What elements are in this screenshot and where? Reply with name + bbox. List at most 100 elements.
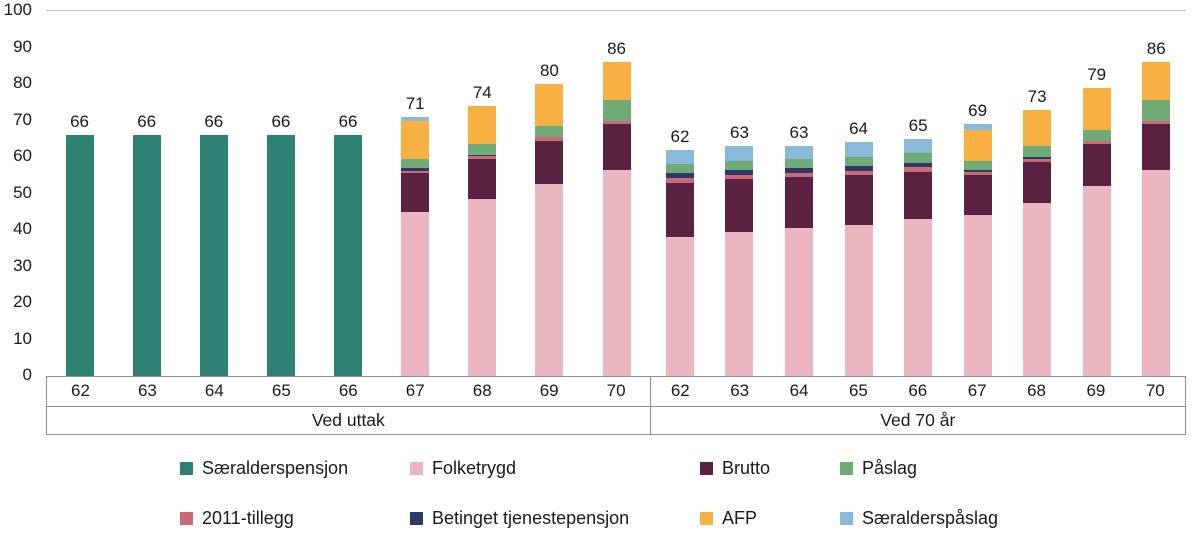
bar-total-label: 63 (789, 123, 809, 143)
bar-total-label: 86 (1146, 39, 1166, 59)
stacked-bar (725, 146, 754, 376)
bar-segment-betinget-tjenestepensjon (963, 169, 992, 172)
bar-segment-påslag (665, 164, 694, 174)
bar-segment-folketrygd (665, 237, 694, 376)
stacked-bar (904, 138, 933, 376)
bar-total-label: 73 (1027, 86, 1047, 106)
legend-label: Særalderspensjon (202, 458, 349, 478)
bar-segment-brutto (535, 140, 564, 185)
legend-item: Særalderspensjon (180, 458, 410, 479)
bar-segment-2011-tillegg (904, 167, 933, 172)
x-axis-label: 65 (848, 381, 868, 400)
legend-item: Betinget tjenestepensjon (410, 508, 700, 529)
bar-segment-afp (468, 105, 497, 145)
bar-segment-folketrygd (785, 228, 814, 376)
legend-label: Brutto (722, 458, 771, 478)
bar-total-label: 79 (1087, 64, 1107, 84)
bar-segment-påslag (963, 160, 992, 170)
bar-segment-2011-tillegg (1082, 140, 1111, 145)
age-label-group: 62 63 64 65 66 67 68 69 70 (649, 377, 1186, 406)
bar-segment-brutto (665, 182, 694, 238)
y-axis-label: 80 (13, 73, 32, 92)
x-axis-label: 68 (1027, 381, 1046, 400)
bar-segment-særalderspåslag (904, 138, 933, 154)
bar-column: 71 (382, 11, 449, 376)
y-axis-label: 40 (13, 219, 32, 238)
stacked-bar (1082, 87, 1111, 376)
x-axis-label: 62 (71, 381, 90, 400)
bar-segment-folketrygd (904, 219, 933, 376)
bar-segment-påslag (904, 153, 933, 163)
stacked-bar (785, 146, 814, 376)
bar-segment-2011-tillegg (401, 170, 430, 174)
bar-total-label: 69 (968, 101, 988, 121)
bar-segment-betinget-tjenestepensjon (1023, 157, 1052, 159)
bar-segment-brutto (725, 178, 754, 232)
y-axis-label: 10 (13, 328, 32, 348)
y-axis-label: 90 (13, 36, 32, 56)
bar-total-label: 71 (405, 93, 425, 113)
bar-segment-afp (401, 120, 430, 159)
x-axis-label: 70 (1145, 381, 1165, 400)
bar-segment-brutto (904, 171, 933, 220)
bar-segment-betinget-tjenestepensjon (401, 167, 430, 171)
bar-segment-brutto (602, 124, 631, 170)
x-axis-label: 65 (271, 381, 291, 400)
stacked-bar (602, 62, 631, 376)
bar-segment-særalderspåslag (401, 116, 430, 121)
x-axis-label: 64 (789, 381, 809, 400)
legend-item: Folketrygd (410, 458, 700, 479)
bar-total-label: 74 (472, 82, 492, 102)
bar-segment-påslag (725, 160, 754, 170)
legend-swatch (700, 462, 713, 475)
legend-label: 2011-tillegg (202, 508, 294, 528)
bar-column: 74 (449, 11, 516, 376)
bar-total-label: 66 (137, 112, 157, 132)
bar-column: 73 (1007, 11, 1067, 376)
bar-segment-påslag (401, 158, 430, 168)
bar-column: 63 (710, 11, 770, 376)
legend-item: Særalderspåslag (840, 508, 1060, 529)
bar-segment-folketrygd (468, 198, 497, 376)
stacked-bar (963, 124, 992, 376)
legend-swatch (410, 512, 423, 525)
x-axis-label: 63 (730, 381, 750, 400)
bar-segment-2011-tillegg (602, 120, 631, 125)
bar-segment-folketrygd (602, 169, 631, 376)
stacked-bar (1023, 109, 1052, 376)
bar-segment-påslag (602, 100, 631, 121)
legend-label: AFP (722, 508, 758, 528)
plot-area: 66 66 66 66 66 71 74 80 86 62 63 63 64 65 69 73 79 86 62 6… (46, 10, 1186, 435)
bar-total-label: 66 (70, 112, 90, 132)
bar-column: 64 (829, 11, 889, 376)
stacked-bar (132, 135, 161, 376)
bar-column: 66 (46, 11, 113, 376)
bar-segment-betinget-tjenestepensjon (904, 162, 933, 168)
bar-segment-2011-tillegg (665, 178, 694, 183)
bar-segment-folketrygd (1082, 186, 1111, 376)
legend-item: 2011-tillegg (180, 508, 410, 529)
bar-total-label: 62 (670, 126, 690, 146)
stacked-bar (1142, 62, 1171, 376)
bar-column: 66 (315, 11, 382, 376)
x-axis-label: 66 (338, 381, 358, 400)
bar-segment-særalderspensjon (334, 135, 363, 376)
bar-segment-brutto (468, 158, 497, 199)
bar-segment-2011-tillegg (535, 136, 564, 141)
bar-segment-folketrygd (1023, 202, 1052, 376)
bar-column: 80 (516, 11, 583, 376)
bar-column: 62 (650, 11, 710, 376)
y-axis-label: 0 (22, 365, 32, 384)
age-label-group: 62 63 64 65 66 67 68 69 70 (46, 377, 650, 406)
bar-segment-påslag (535, 126, 564, 137)
bar-total-label: 64 (849, 119, 868, 139)
bar-segment-2011-tillegg (725, 174, 754, 179)
y-axis-label: 100 (3, 0, 32, 19)
x-axis-label: 70 (606, 381, 626, 400)
stacked-bar (199, 135, 228, 376)
bar-segment-2011-tillegg (844, 170, 873, 176)
legend-item: AFP (700, 508, 840, 529)
y-axis: 0 10 20 30 40 50 60 70 80 90 100 (0, 0, 40, 400)
bar-segment-betinget-tjenestepensjon (665, 173, 694, 179)
bar-segment-særalderspåslag (963, 124, 992, 130)
